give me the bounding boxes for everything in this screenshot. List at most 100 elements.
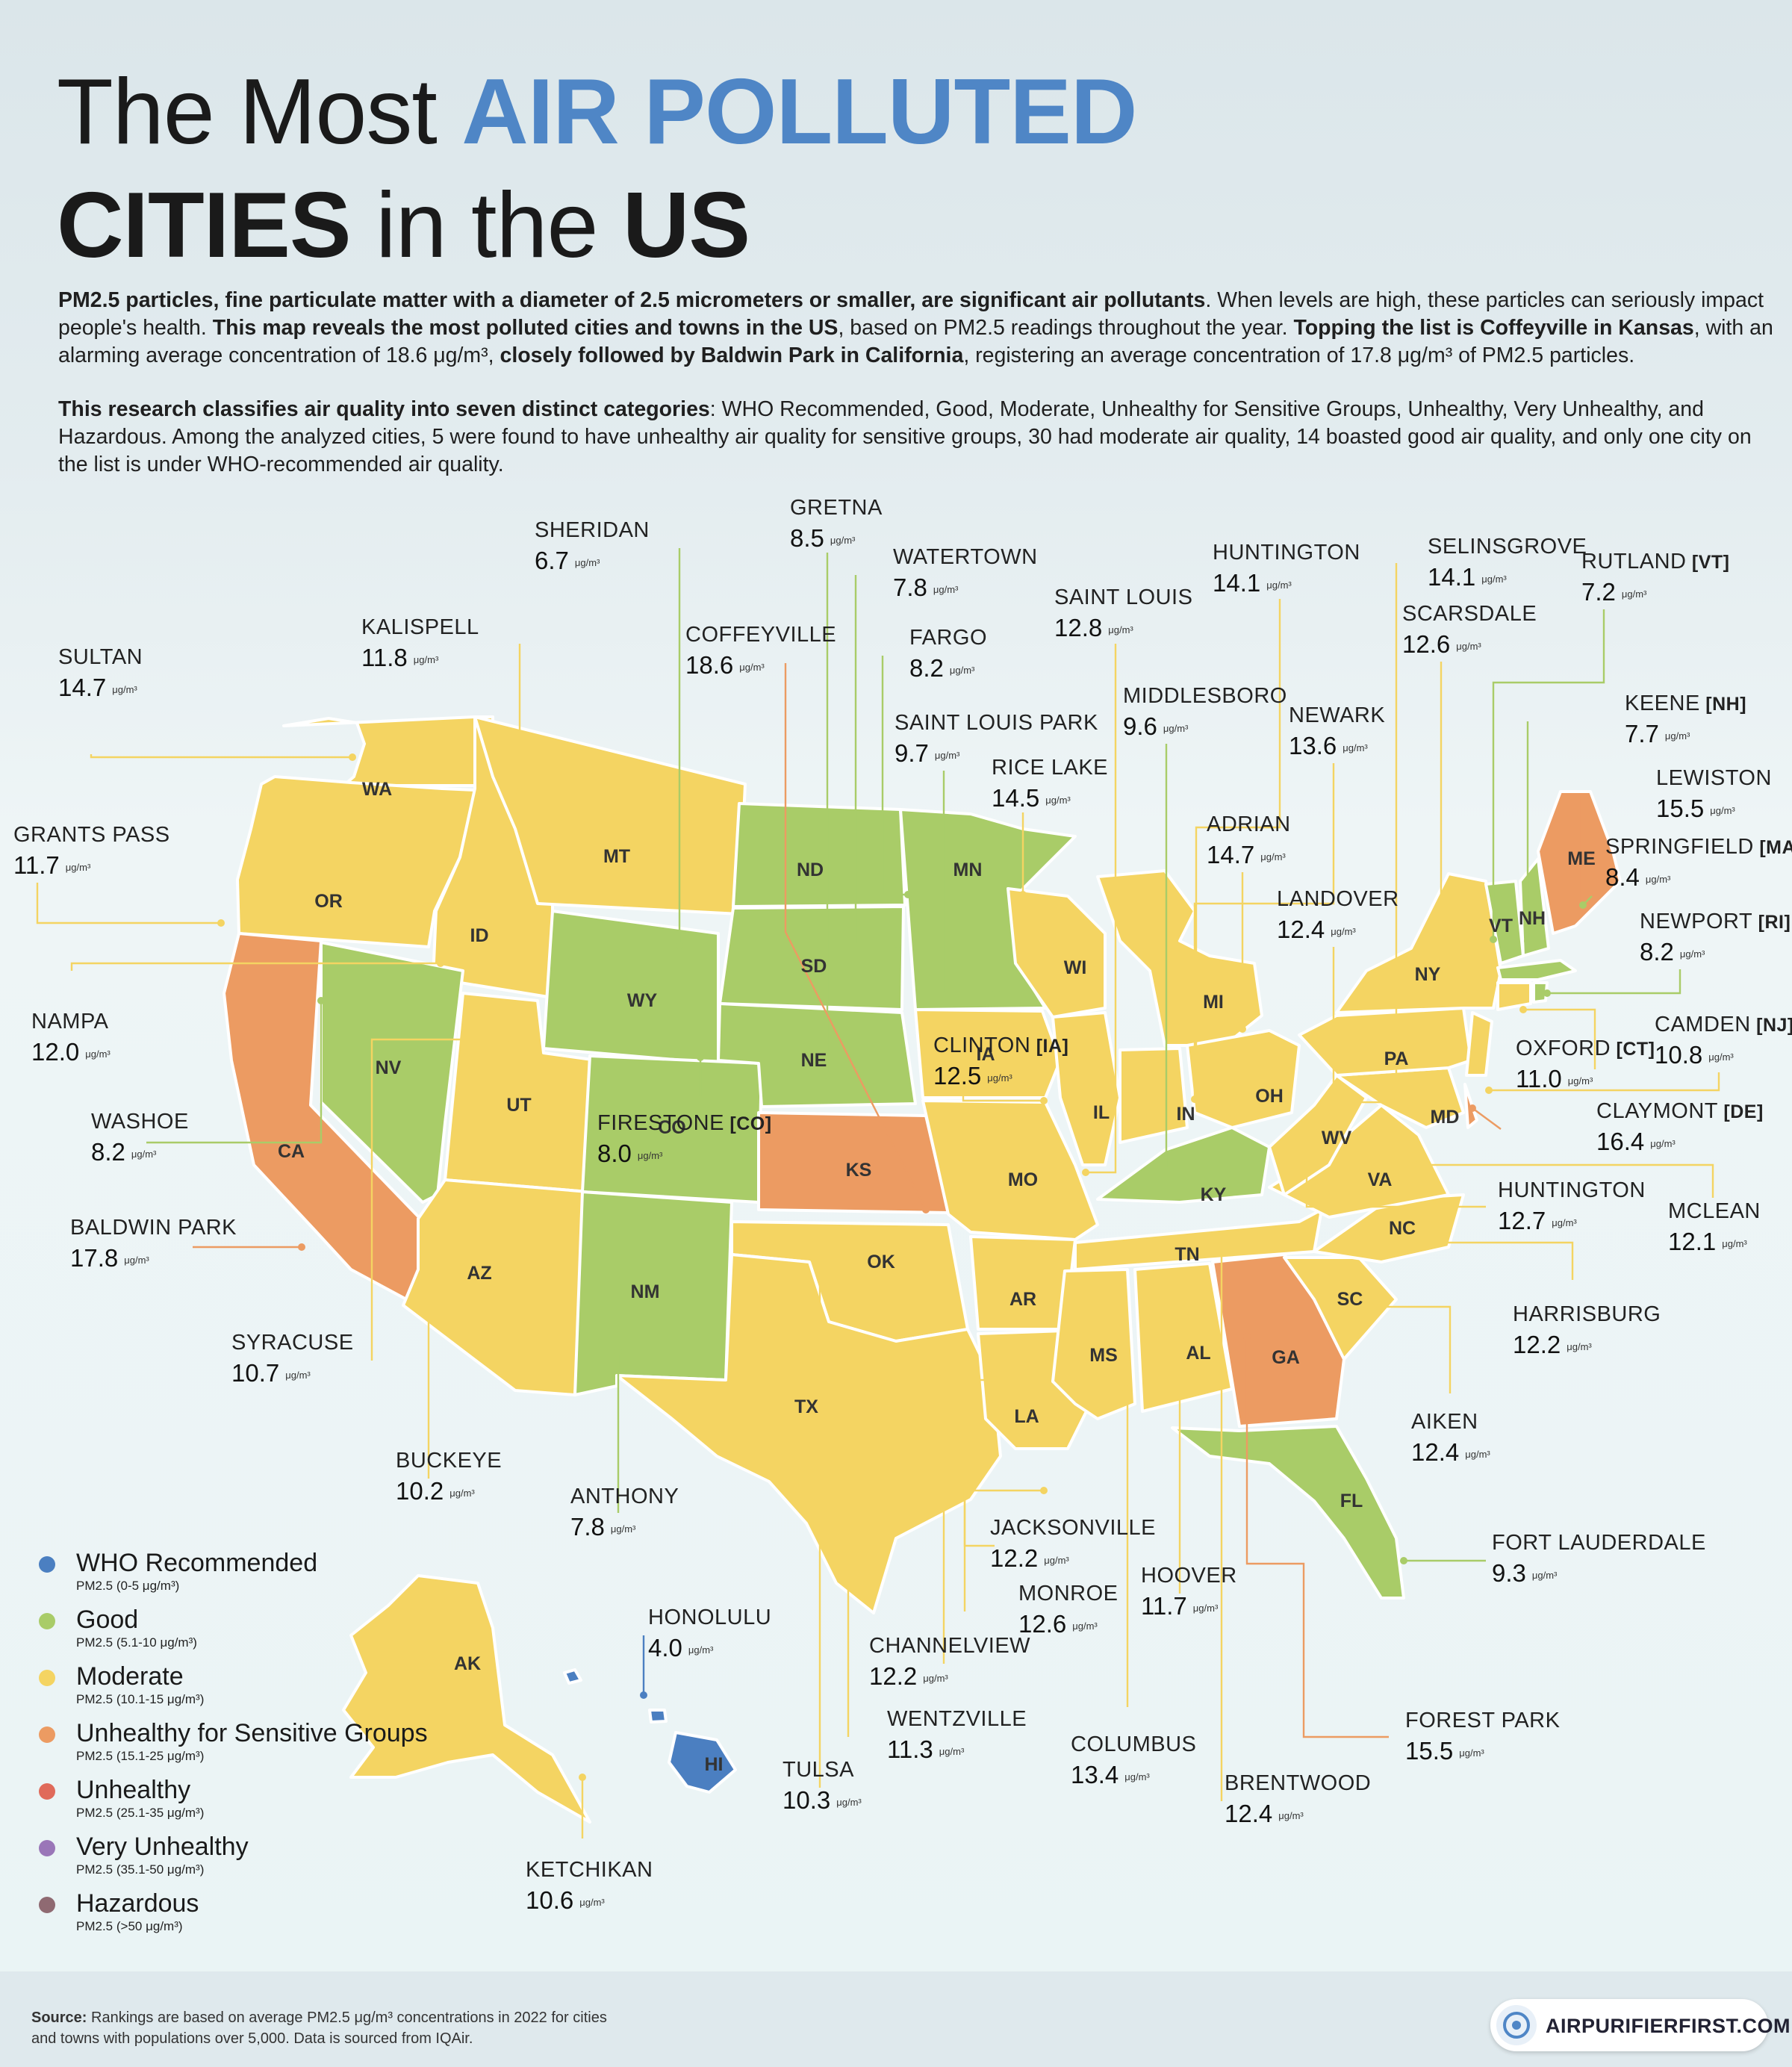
- legend-swatch-icon: [39, 1670, 55, 1686]
- city-dot: [697, 1054, 704, 1061]
- city-label: FARGO 8.2 μg/m³: [909, 627, 987, 681]
- city-dot: [940, 1370, 948, 1378]
- city-value: 7.2 μg/m³: [1581, 579, 1730, 604]
- state-label-ny: NY: [1415, 964, 1441, 985]
- city-name: WASHOE: [91, 1111, 189, 1133]
- city-dot: [1394, 1092, 1401, 1100]
- legend-range: PM2.5 (5.1-10 μg/m³): [76, 1635, 197, 1650]
- city-label: MONROE 12.6 μg/m³: [1018, 1583, 1119, 1637]
- city-value: 12.2 μg/m³: [869, 1664, 1030, 1688]
- city-name: LANDOVER: [1277, 889, 1399, 910]
- city-value: 17.8 μg/m³: [70, 1246, 237, 1270]
- city-label: CHANNELVIEW 12.2 μg/m³: [869, 1635, 1030, 1689]
- state-ms: [1051, 1268, 1136, 1420]
- brand-badge[interactable]: AIRPURIFIERFIRST.COM: [1490, 1999, 1791, 2051]
- state-label-ky: KY: [1201, 1184, 1227, 1205]
- city-dot: [1209, 1243, 1216, 1251]
- city-value-number: 12.8: [1054, 614, 1103, 641]
- city-value-unit: μg/m³: [1343, 742, 1368, 753]
- state-label-id: ID: [470, 925, 489, 946]
- city-value: 18.6 μg/m³: [685, 653, 836, 677]
- leader-line: [1523, 1008, 1596, 1069]
- city-label: SELINSGROVE 14.1 μg/m³: [1428, 536, 1587, 590]
- city-name-text: AIKEN: [1411, 1410, 1478, 1434]
- legend-name: Moderate: [76, 1662, 184, 1691]
- city-value-unit: μg/m³: [1708, 1051, 1734, 1063]
- city-value: 9.7 μg/m³: [895, 741, 1098, 765]
- state-oh: [1186, 1029, 1301, 1129]
- source-line-2: and towns with populations over 5,000. D…: [31, 2030, 473, 2047]
- city-name-text: MCLEAN: [1668, 1199, 1761, 1223]
- state-nj: [1465, 1011, 1493, 1077]
- city-value-unit: μg/m³: [987, 1072, 1012, 1084]
- city-name-text: FORT LAUDERDALE: [1492, 1531, 1706, 1555]
- state-az: [402, 1178, 590, 1396]
- city-name: NEWARK: [1289, 705, 1385, 727]
- city-value: 13.4 μg/m³: [1071, 1762, 1196, 1787]
- city-name: ADRIAN: [1207, 814, 1291, 836]
- city-dot: [1239, 1025, 1246, 1033]
- city-value-unit: μg/m³: [1664, 730, 1690, 742]
- state-wa: [282, 715, 476, 787]
- city-value-unit: μg/m³: [739, 661, 765, 673]
- title-line-2: CITIES in the US: [57, 179, 750, 272]
- city-label: BRENTWOOD 12.4 μg/m³: [1225, 1773, 1371, 1827]
- city-value-number: 15.5: [1656, 795, 1705, 822]
- city-label: HARRISBURG 12.2 μg/m³: [1513, 1304, 1661, 1358]
- legend-name: Unhealthy for Sensitive Groups: [76, 1719, 428, 1747]
- legend-name: Unhealthy: [76, 1776, 191, 1804]
- city-value: 16.4 μg/m³: [1596, 1129, 1764, 1154]
- state-label-al: AL: [1186, 1343, 1210, 1364]
- city-value-unit: μg/m³: [285, 1369, 311, 1381]
- city-name-text: CAMDEN: [1655, 1013, 1751, 1036]
- city-value-number: 8.2: [1640, 938, 1674, 966]
- leader-line: [370, 1038, 512, 1361]
- leader-line: [963, 1378, 996, 1547]
- city-value-number: 14.5: [992, 784, 1040, 812]
- intro-bold-2: This map reveals the most polluted citie…: [212, 316, 839, 340]
- leader-line: [854, 575, 897, 945]
- city-value-unit: μg/m³: [610, 1523, 636, 1535]
- city-dot: [317, 997, 325, 1004]
- state-or: [236, 775, 476, 948]
- city-value-unit: μg/m³: [1163, 722, 1189, 734]
- city-name-text: SYRACUSE: [231, 1331, 354, 1355]
- city-value-unit: μg/m³: [112, 683, 137, 695]
- city-value: 15.5 μg/m³: [1656, 796, 1772, 821]
- city-value: 12.6 μg/m³: [1402, 632, 1537, 656]
- city-dot: [1490, 936, 1497, 943]
- city-state: [IA]: [1030, 1036, 1069, 1057]
- city-value-number: 8.2: [91, 1138, 125, 1166]
- city-dot: [992, 989, 1000, 997]
- city-name: NAMPA: [31, 1011, 111, 1033]
- city-value: 9.3 μg/m³: [1492, 1561, 1706, 1585]
- intro-text-4: , registering an average concentration o…: [963, 344, 1635, 367]
- city-label: SYRACUSE 10.7 μg/m³: [231, 1331, 354, 1386]
- city-value-unit: μg/m³: [65, 861, 91, 873]
- city-value-number: 10.3: [783, 1786, 831, 1814]
- city-dot: [425, 1293, 432, 1300]
- title-highlight: AIR POLLUTED: [461, 60, 1137, 164]
- city-value-unit: μg/m³: [1260, 851, 1286, 862]
- leader-line: [1305, 1165, 1486, 1208]
- city-value: 10.7 μg/m³: [231, 1361, 354, 1385]
- city-dot: [939, 1270, 946, 1278]
- city-name: CAMDEN [NJ]: [1655, 1014, 1792, 1036]
- city-label: HOOVER 11.7 μg/m³: [1141, 1565, 1237, 1619]
- city-value-number: 7.7: [1625, 720, 1659, 747]
- city-value-number: 8.0: [597, 1140, 632, 1167]
- city-name: LEWISTON: [1656, 768, 1772, 789]
- leader-line: [1165, 744, 1229, 1169]
- city-state: [DE]: [1717, 1101, 1764, 1122]
- city-label: OXFORD [CT] 11.0 μg/m³: [1516, 1038, 1655, 1092]
- city-value-number: 6.7: [535, 547, 569, 574]
- state-label-ne: NE: [801, 1050, 827, 1071]
- intro-bold-5: This research classifies air quality int…: [58, 397, 710, 421]
- brand-name: AIRPURIFIERFIRST.COM: [1546, 2015, 1791, 2037]
- city-value-number: 17.8: [70, 1244, 119, 1272]
- city-name-text: RUTLAND: [1581, 550, 1687, 574]
- city-name-text: RICE LAKE: [992, 756, 1108, 780]
- city-value-unit: μg/m³: [1459, 1747, 1484, 1759]
- city-value-unit: μg/m³: [949, 664, 975, 676]
- state-label-wv: WV: [1322, 1128, 1352, 1148]
